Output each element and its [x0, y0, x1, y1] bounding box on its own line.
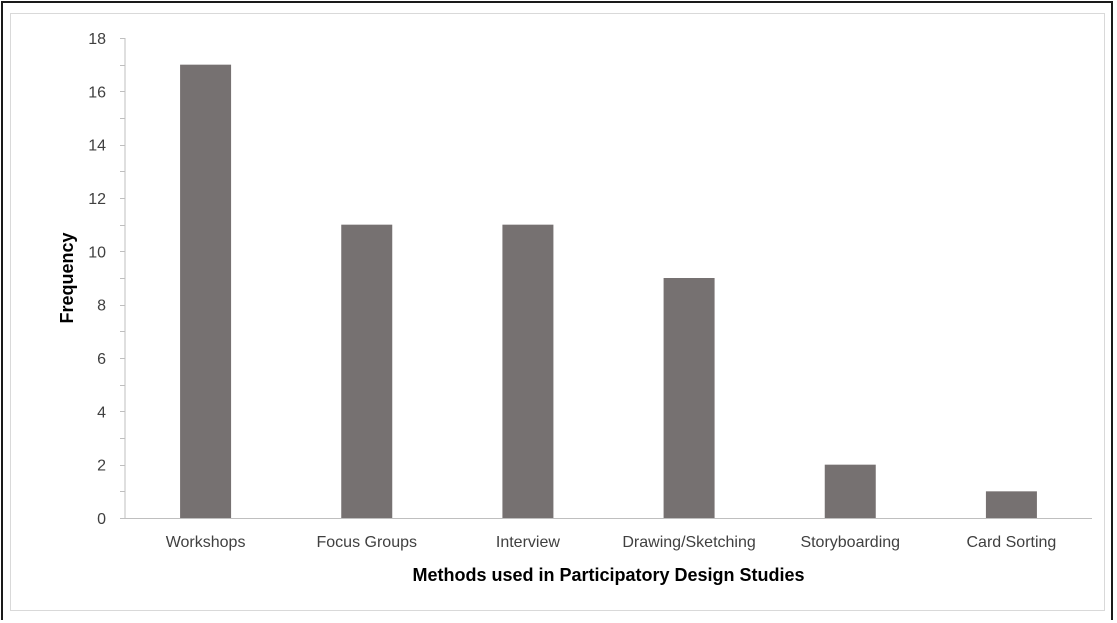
bars	[180, 64, 1037, 519]
y-tick-label: 16	[88, 84, 106, 101]
x-tick-label: Workshops	[166, 534, 246, 551]
x-tick-label: Card Sorting	[967, 534, 1057, 551]
y-tick-label: 10	[88, 244, 106, 261]
y-tick-label: 18	[88, 31, 106, 48]
x-tick-label: Storyboarding	[800, 534, 900, 551]
bar	[180, 64, 232, 519]
y-tick-label: 12	[88, 191, 106, 208]
y-axis-title: Frequency	[57, 232, 77, 323]
y-tick-label: 4	[97, 404, 106, 421]
y-tick-label: 0	[97, 511, 106, 528]
bar	[502, 224, 554, 518]
x-axis-title: Methods used in Participatory Design Stu…	[412, 565, 804, 585]
bar	[663, 278, 715, 518]
x-axis: Workshops Focus Groups Interview Drawing/Sk…	[125, 518, 1092, 551]
y-tick-label: 8	[97, 298, 106, 315]
bar	[341, 224, 393, 518]
y-axis: 0 2 4 6 8 10 12 14 16 18	[88, 31, 126, 528]
bar	[824, 464, 876, 518]
x-tick-label: Interview	[496, 534, 560, 551]
y-tick-label: 6	[97, 351, 106, 368]
y-tick-label: 14	[88, 138, 106, 155]
x-tick-label: Focus Groups	[317, 534, 417, 551]
x-tick-label: Drawing/Sketching	[622, 534, 755, 551]
bar	[985, 491, 1037, 518]
y-tick-label: 2	[97, 458, 106, 475]
